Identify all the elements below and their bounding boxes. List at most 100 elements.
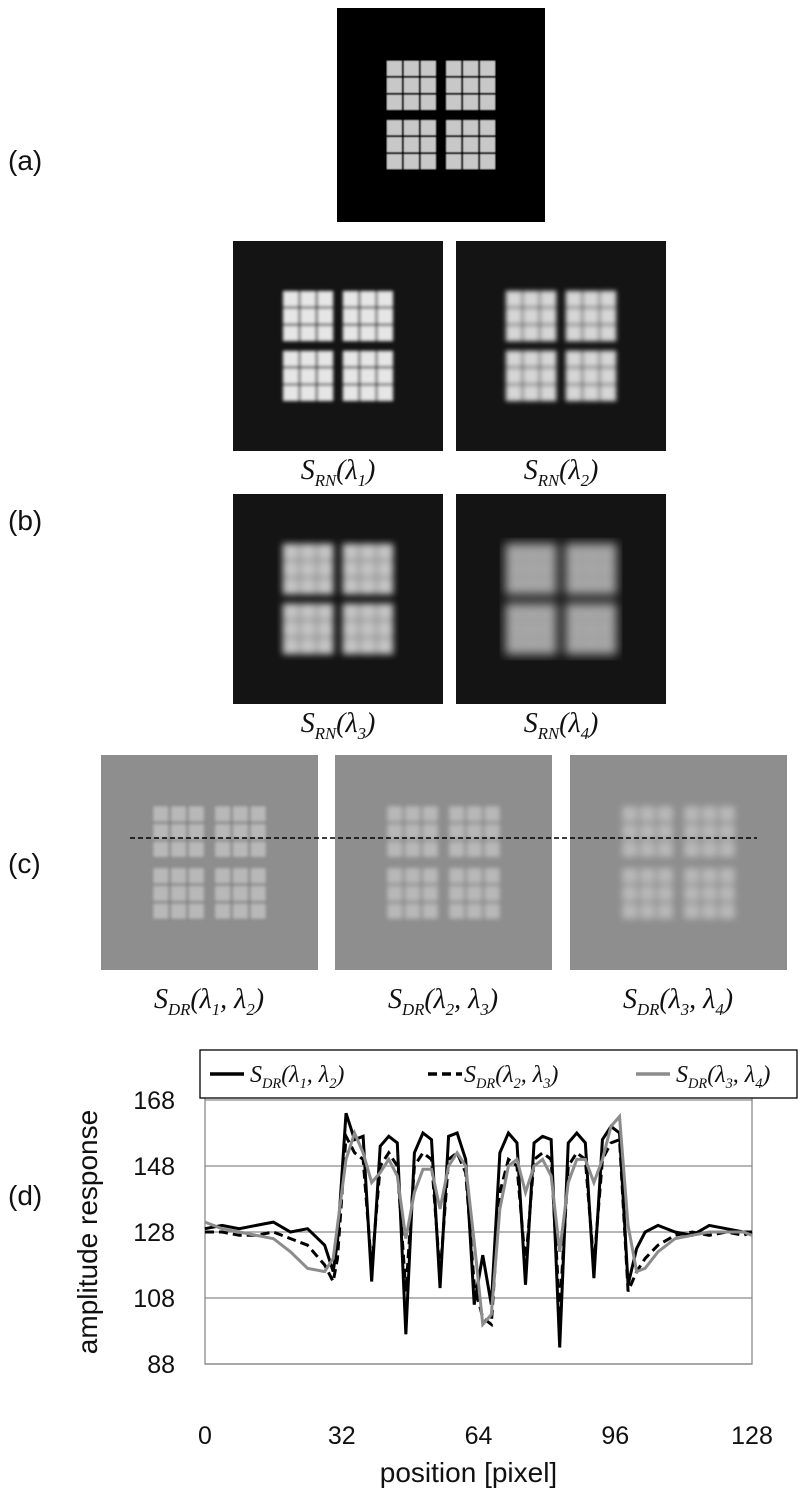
- square: [658, 868, 674, 884]
- square: [506, 579, 521, 594]
- square: [480, 154, 495, 169]
- caption-text: S: [524, 708, 538, 739]
- caption-subscript: DR: [167, 1000, 190, 1019]
- caption: SDR(λ2, λ3): [388, 984, 498, 1019]
- image-frame: [337, 8, 545, 222]
- square: [318, 368, 333, 383]
- x-tick-label: 32: [328, 1422, 356, 1450]
- square: [524, 621, 539, 636]
- square: [480, 61, 495, 76]
- square: [423, 806, 439, 822]
- square: [343, 562, 358, 577]
- square: [318, 309, 333, 324]
- square: [343, 351, 358, 366]
- square: [601, 604, 616, 619]
- square: [283, 639, 298, 654]
- square: [480, 95, 495, 110]
- square: [360, 368, 375, 383]
- square: [658, 824, 674, 840]
- square: [524, 368, 539, 383]
- square: [378, 326, 393, 341]
- square: [524, 291, 539, 306]
- square: [387, 120, 402, 135]
- square: [484, 806, 500, 822]
- square: [343, 621, 358, 636]
- square: [360, 639, 375, 654]
- square: [484, 824, 500, 840]
- square: [566, 562, 581, 577]
- square: [506, 309, 521, 324]
- square: [583, 562, 598, 577]
- square: [484, 886, 500, 902]
- panel-label: (a): [8, 145, 42, 176]
- caption-subscript: RN: [537, 724, 560, 743]
- caption-subscript: 3: [542, 1076, 550, 1092]
- square: [658, 842, 674, 858]
- square: [719, 886, 735, 902]
- panel-label: (c): [8, 848, 41, 879]
- square: [684, 806, 700, 822]
- caption-text: S: [301, 455, 315, 486]
- square: [250, 806, 266, 822]
- square: [566, 351, 581, 366]
- square: [467, 806, 483, 822]
- square: [541, 544, 556, 559]
- caption-text: (λ: [336, 708, 357, 739]
- square: [541, 562, 556, 577]
- square: [566, 386, 581, 401]
- caption-text: (λ: [424, 984, 445, 1015]
- square: [421, 61, 436, 76]
- square: [506, 386, 521, 401]
- square: [541, 368, 556, 383]
- square: [566, 579, 581, 594]
- square: [524, 326, 539, 341]
- square: [343, 639, 358, 654]
- square: [343, 386, 358, 401]
- square: [318, 386, 333, 401]
- square: [283, 309, 298, 324]
- square: [423, 842, 439, 858]
- square: [601, 291, 616, 306]
- caption-text: (λ: [336, 455, 357, 486]
- caption: SRN(λ3): [301, 708, 376, 743]
- x-tick-label: 64: [465, 1422, 493, 1450]
- square: [360, 386, 375, 401]
- square: [449, 886, 465, 902]
- square: [467, 824, 483, 840]
- square: [250, 886, 266, 902]
- caption: SDR(λ3, λ4): [623, 984, 733, 1019]
- square: [449, 806, 465, 822]
- square: [640, 842, 656, 858]
- square: [541, 326, 556, 341]
- square: [215, 868, 231, 884]
- square: [566, 291, 581, 306]
- caption-text: S: [524, 455, 538, 486]
- square: [622, 806, 638, 822]
- y-tick-label: 148: [133, 1153, 175, 1181]
- square: [566, 309, 581, 324]
- square: [524, 579, 539, 594]
- square: [171, 903, 187, 919]
- square: [405, 886, 421, 902]
- caption-text: ): [334, 1062, 344, 1088]
- square: [423, 886, 439, 902]
- image-frame: [233, 241, 443, 451]
- square: [583, 291, 598, 306]
- square: [719, 868, 735, 884]
- y-tick-label: 168: [133, 1087, 175, 1115]
- square: [684, 824, 700, 840]
- caption: SRN(λ1): [301, 455, 376, 490]
- square: [387, 78, 402, 93]
- square: [360, 544, 375, 559]
- square: [622, 824, 638, 840]
- square: [250, 868, 266, 884]
- square: [601, 579, 616, 594]
- square: [189, 806, 205, 822]
- square: [405, 842, 421, 858]
- square: [423, 868, 439, 884]
- square: [283, 621, 298, 636]
- square: [421, 95, 436, 110]
- square: [343, 544, 358, 559]
- square: [283, 368, 298, 383]
- square: [463, 137, 478, 152]
